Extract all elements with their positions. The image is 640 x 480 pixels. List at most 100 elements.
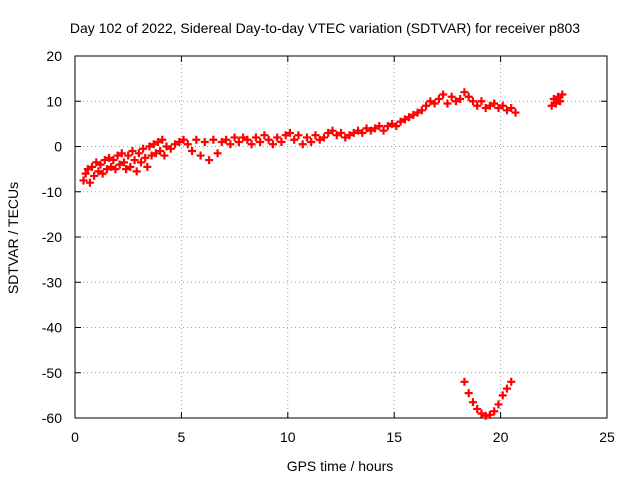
data-point xyxy=(383,122,392,131)
data-point xyxy=(477,97,486,106)
data-point xyxy=(107,162,116,171)
data-point xyxy=(130,156,139,165)
data-point xyxy=(290,135,299,144)
data-point xyxy=(337,128,345,137)
data-point xyxy=(115,160,124,169)
data-point xyxy=(179,135,188,144)
data-point xyxy=(166,144,175,153)
data-point xyxy=(134,149,143,158)
data-point xyxy=(549,94,558,103)
data-point xyxy=(468,97,477,106)
data-point xyxy=(213,149,222,158)
data-point xyxy=(200,137,209,146)
data-point xyxy=(502,106,511,115)
data-point xyxy=(434,94,443,103)
y-axis-label: SDTVAR / TECUs xyxy=(5,182,21,294)
data-point xyxy=(239,133,248,142)
grid xyxy=(75,56,607,418)
data-point xyxy=(192,135,201,144)
data-point xyxy=(490,99,499,108)
data-point xyxy=(160,151,169,160)
data-point xyxy=(485,410,494,419)
data-point xyxy=(147,151,156,160)
data-point xyxy=(464,92,473,101)
data-point xyxy=(328,126,337,135)
data-point xyxy=(556,97,565,106)
data-point xyxy=(128,147,137,156)
y-tick-label: 10 xyxy=(46,93,62,109)
data-point xyxy=(473,101,482,110)
data-point xyxy=(456,94,465,103)
data-point xyxy=(126,162,135,171)
data-point xyxy=(145,142,154,151)
x-tick-label: 25 xyxy=(599,429,615,445)
data-point xyxy=(507,104,516,113)
data-point xyxy=(141,153,150,162)
data-point xyxy=(460,377,469,386)
data-point xyxy=(117,149,126,158)
data-point xyxy=(83,165,92,174)
data-point xyxy=(156,147,165,156)
data-point xyxy=(139,144,148,153)
data-point xyxy=(379,126,388,135)
data-point xyxy=(430,99,439,108)
data-point xyxy=(294,131,303,140)
y-tick-label: 0 xyxy=(54,139,62,155)
data-point xyxy=(311,131,320,140)
data-point xyxy=(119,158,128,167)
x-axis-label: GPS time / hours xyxy=(287,458,394,474)
data-point xyxy=(281,131,290,140)
y-tick-label: -30 xyxy=(42,274,62,290)
data-point xyxy=(554,92,563,101)
data-point xyxy=(439,90,448,99)
x-tick-label: 5 xyxy=(178,429,186,445)
data-point xyxy=(132,167,141,176)
data-point xyxy=(158,135,167,144)
data-point xyxy=(136,158,145,167)
data-point xyxy=(102,165,111,174)
data-point xyxy=(205,156,214,165)
data-point xyxy=(468,398,477,407)
data-point xyxy=(234,137,243,146)
data-point xyxy=(113,151,122,160)
data-point xyxy=(481,104,490,113)
data-point xyxy=(171,140,180,149)
data-point xyxy=(98,169,107,178)
data-point xyxy=(222,135,231,144)
data-point xyxy=(100,156,109,165)
data-point xyxy=(417,106,426,115)
data-point xyxy=(315,135,324,144)
data-point xyxy=(243,135,252,144)
data-point xyxy=(349,128,358,137)
data-point xyxy=(362,124,371,133)
data-point xyxy=(149,140,158,149)
data-point xyxy=(273,133,282,142)
data-point xyxy=(79,176,88,185)
data-point xyxy=(319,133,328,142)
data-point xyxy=(94,167,103,176)
data-point xyxy=(105,153,114,162)
data-point xyxy=(409,110,418,119)
data-point xyxy=(188,147,197,156)
data-point xyxy=(298,140,307,149)
data-point xyxy=(477,409,486,418)
data-point xyxy=(256,137,265,146)
data-point xyxy=(264,135,273,144)
data-point xyxy=(268,140,277,149)
data-point xyxy=(302,133,311,142)
data-point xyxy=(183,140,192,149)
data-point xyxy=(345,131,354,140)
data-point xyxy=(460,88,469,97)
data-point xyxy=(332,131,341,140)
data-point xyxy=(507,377,516,386)
data-point xyxy=(443,99,452,108)
x-tick-label: 0 xyxy=(71,429,79,445)
data-point xyxy=(90,171,99,180)
data-point xyxy=(473,404,482,413)
data-point xyxy=(413,108,422,117)
data-point xyxy=(109,156,118,165)
data-point xyxy=(490,407,499,416)
data-point xyxy=(217,137,226,146)
data-point xyxy=(251,133,260,142)
